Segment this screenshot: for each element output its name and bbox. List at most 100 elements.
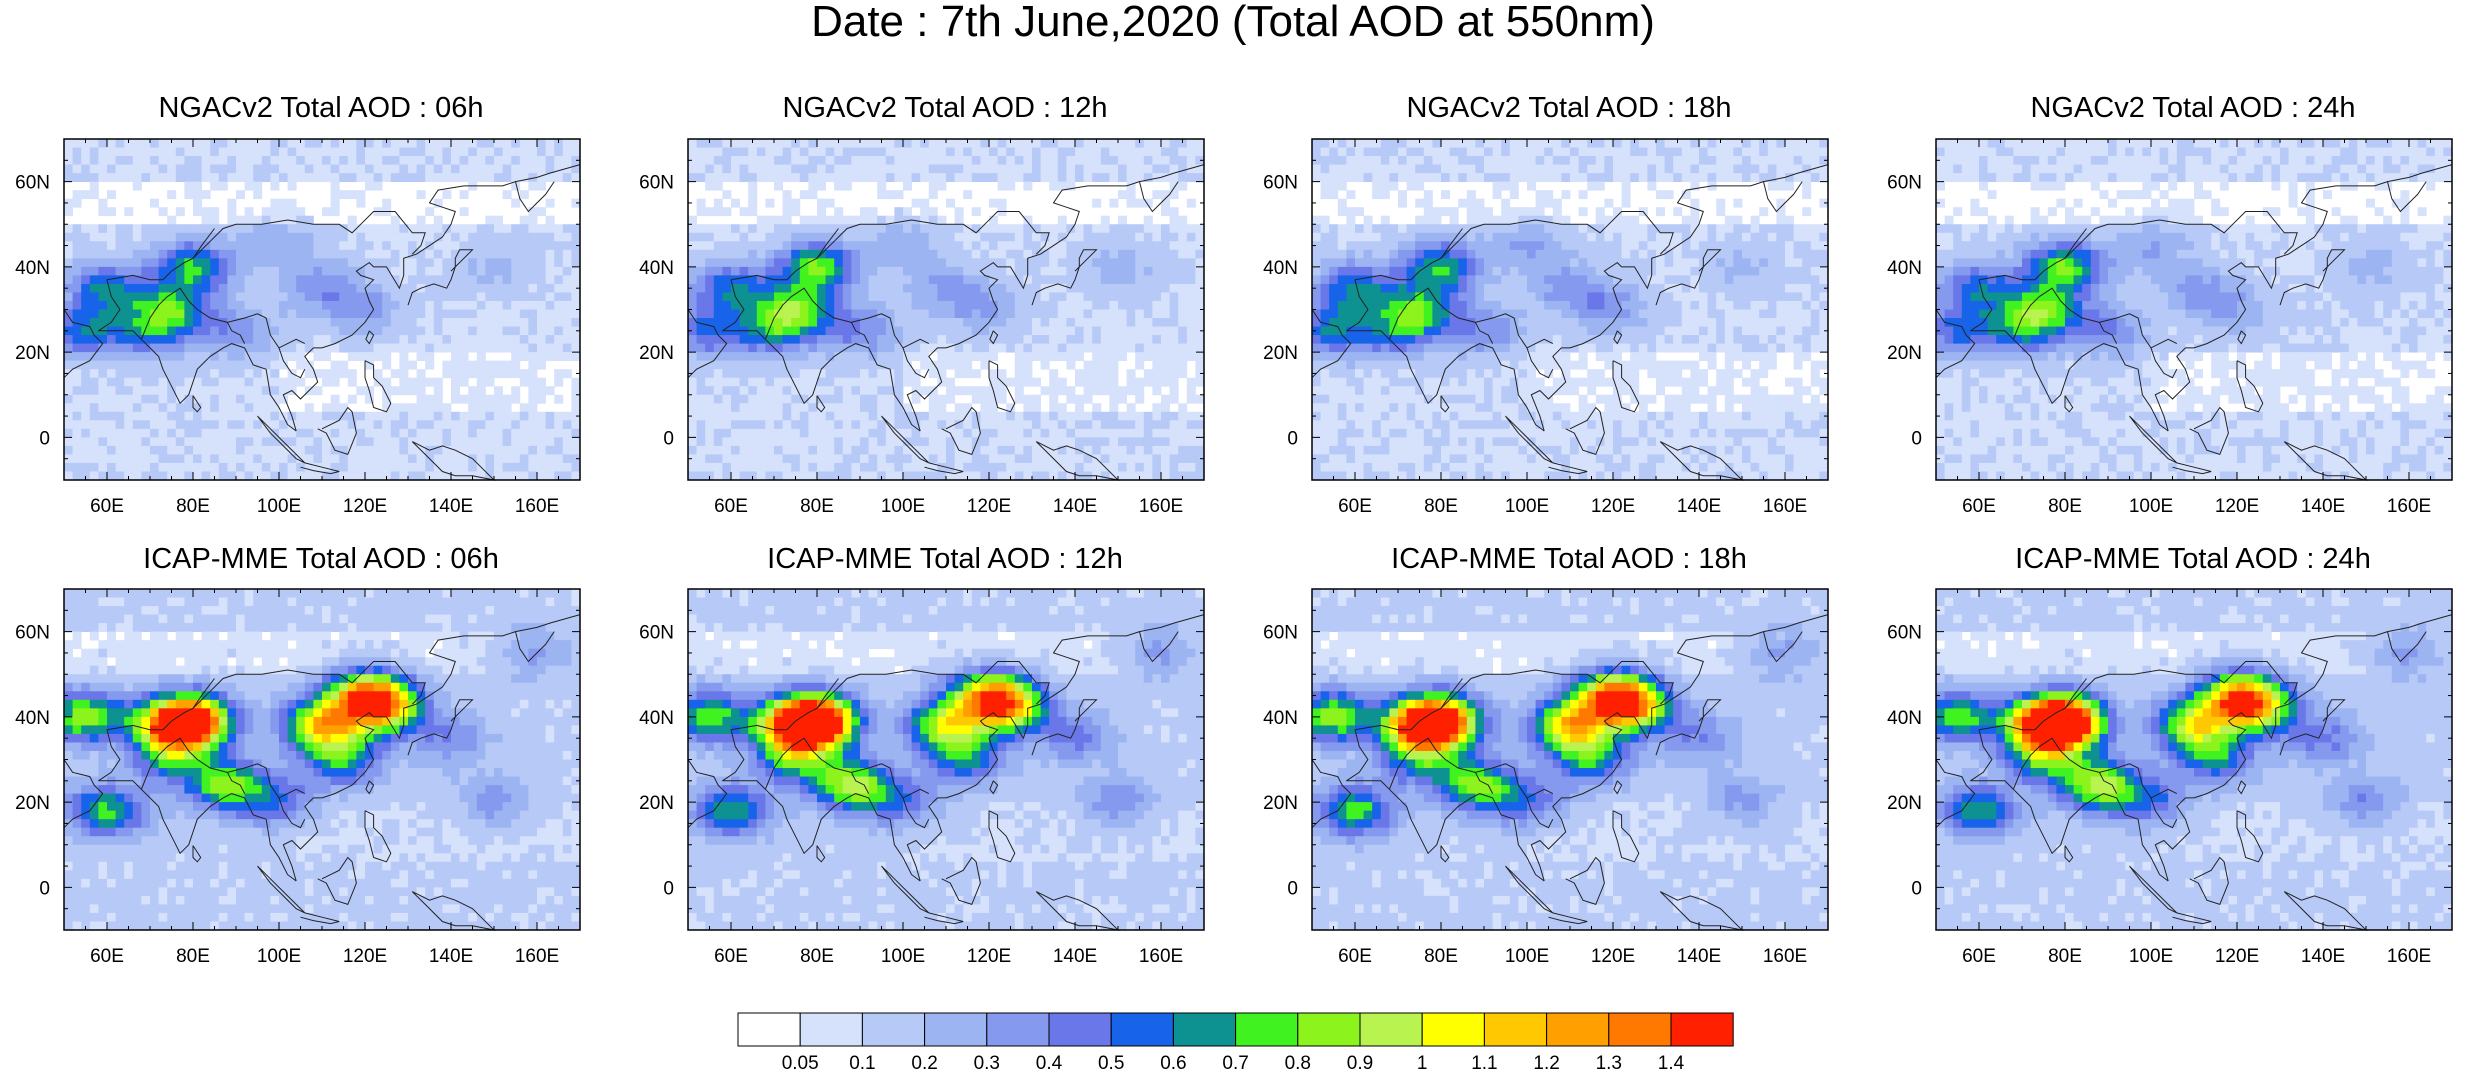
aod-field	[1936, 139, 2453, 481]
lon-tick-label: 160E	[515, 946, 559, 967]
colorbar-label: 1.3	[1596, 1053, 1622, 1070]
lon-tick-label: 160E	[2387, 946, 2431, 967]
colorbar-label: 1.1	[1471, 1053, 1497, 1070]
lon-tick-label: 160E	[1139, 496, 1183, 517]
lon-tick-label: 80E	[1424, 946, 1458, 967]
lon-tick-label: 80E	[800, 496, 834, 517]
lat-tick-label: 20N	[1263, 343, 1298, 364]
lon-tick-label: 60E	[90, 496, 124, 517]
colorbar-label: 1.4	[1658, 1053, 1685, 1070]
lon-tick-label: 120E	[1591, 946, 1635, 967]
lat-tick-label: 20N	[1263, 793, 1298, 814]
lon-tick-label: 100E	[2129, 496, 2173, 517]
colorbar-box	[1172, 1012, 1237, 1047]
aod-map: 60E 80E 100E 120E 140E 160E 60N 40N 20N 0	[1263, 138, 1829, 517]
colorbar-label: 0.1	[849, 1053, 875, 1070]
coastlines	[687, 614, 1205, 931]
lon-tick-label: 100E	[881, 496, 925, 517]
lon-tick-label: 60E	[90, 946, 124, 967]
lon-tick-label: 120E	[1591, 496, 1635, 517]
aod-field	[1312, 139, 1829, 481]
colorbar-label: 0.8	[1285, 1053, 1311, 1070]
lon-tick-label: 60E	[714, 496, 748, 517]
lat-tick-label: 40N	[1263, 708, 1298, 729]
aod-colorbar: 0.05 0.1 0.2 0.3 0.4 0.5 0.6 0.7 0.8 0.9 1 1.1 1.2 1.…	[737, 1012, 1734, 1070]
aod-field	[64, 139, 581, 481]
lon-tick-label: 140E	[2301, 496, 2345, 517]
lon-tick-label: 100E	[257, 946, 301, 967]
coastlines	[687, 164, 1205, 481]
lon-tick-label: 160E	[1763, 496, 1807, 517]
lat-tick-label: 40N	[15, 708, 50, 729]
lon-tick-label: 120E	[2215, 496, 2259, 517]
lon-tick-label: 140E	[2301, 946, 2345, 967]
lon-tick-label: 60E	[1338, 496, 1372, 517]
lon-tick-label: 80E	[2048, 496, 2082, 517]
coastlines	[1311, 614, 1829, 931]
colorbar-box	[1297, 1012, 1361, 1047]
lat-tick-label: 20N	[1887, 793, 1922, 814]
colorbar-label: 0.05	[782, 1053, 819, 1070]
lat-tick-label: 0	[1911, 878, 1922, 899]
lon-tick-label: 140E	[1677, 496, 1721, 517]
colorbar-box	[799, 1012, 863, 1047]
panel-title: ICAP-MME Total AOD : 18h	[1391, 543, 1747, 575]
lat-tick-label: 0	[663, 428, 674, 449]
colorbar-box	[737, 1012, 801, 1047]
lat-tick-label: 40N	[639, 258, 674, 279]
lon-tick-label: 100E	[1505, 496, 1549, 517]
colorbar-box	[1608, 1012, 1672, 1047]
coastlines	[1935, 614, 2453, 931]
aod-map: 60E 80E 100E 120E 140E 160E 60N 40N 20N 0	[1887, 138, 2453, 517]
colorbar-box	[1546, 1012, 1610, 1047]
colorbar-box	[861, 1012, 926, 1047]
lat-tick-label: 40N	[639, 708, 674, 729]
colorbar-label: 0.2	[911, 1053, 937, 1070]
colorbar-box	[1110, 1012, 1174, 1047]
coastlines	[1935, 164, 2453, 481]
lon-tick-label: 120E	[343, 946, 387, 967]
colorbar-box	[1421, 1012, 1485, 1047]
aod-map: 60E 80E 100E 120E 140E 160E 60N 40N 20N 0	[15, 138, 581, 517]
lat-tick-label: 0	[1911, 428, 1922, 449]
lon-tick-label: 120E	[2215, 946, 2259, 967]
colorbar-label: 1	[1417, 1053, 1428, 1070]
lon-tick-label: 160E	[515, 496, 559, 517]
lon-tick-label: 100E	[881, 946, 925, 967]
lon-tick-label: 160E	[1763, 946, 1807, 967]
lat-tick-label: 40N	[1263, 258, 1298, 279]
lat-tick-label: 40N	[15, 258, 50, 279]
lat-tick-label: 20N	[15, 793, 50, 814]
lat-tick-label: 60N	[639, 623, 674, 644]
lat-tick-label: 20N	[15, 343, 50, 364]
lon-tick-label: 140E	[1677, 946, 1721, 967]
panel-title: NGACv2 Total AOD : 24h	[2030, 92, 2356, 124]
colorbar-label: 0.3	[974, 1053, 1000, 1070]
lat-tick-label: 60N	[1887, 173, 1922, 194]
aod-map: 60E 80E 100E 120E 140E 160E 60N 40N 20N 0	[1887, 588, 2453, 967]
lon-tick-label: 160E	[2387, 496, 2431, 517]
panel-title: NGACv2 Total AOD : 06h	[158, 92, 484, 124]
lon-tick-label: 120E	[967, 496, 1011, 517]
aod-map: 60E 80E 100E 120E 140E 160E 60N 40N 20N 0	[1263, 588, 1829, 967]
lat-tick-label: 40N	[1887, 258, 1922, 279]
lon-tick-label: 80E	[800, 946, 834, 967]
aod-map: 60E 80E 100E 120E 140E 160E 60N 40N 20N 0	[639, 588, 1205, 967]
lon-tick-label: 160E	[1139, 946, 1183, 967]
colorbar-box	[924, 1012, 988, 1047]
lon-tick-label: 140E	[1053, 496, 1097, 517]
panel-title: ICAP-MME Total AOD : 12h	[767, 543, 1123, 575]
lon-tick-label: 120E	[967, 946, 1011, 967]
colorbar-label: 0.9	[1347, 1053, 1373, 1070]
lon-tick-label: 140E	[429, 946, 473, 967]
lat-tick-label: 0	[39, 428, 50, 449]
panel-title: NGACv2 Total AOD : 12h	[782, 92, 1108, 124]
lon-tick-label: 120E	[343, 496, 387, 517]
aod-field	[688, 139, 1205, 481]
lat-tick-label: 0	[663, 878, 674, 899]
lat-tick-label: 60N	[15, 623, 50, 644]
colorbar-box	[1483, 1012, 1548, 1047]
lat-tick-label: 0	[1287, 878, 1298, 899]
lat-tick-label: 0	[1287, 428, 1298, 449]
